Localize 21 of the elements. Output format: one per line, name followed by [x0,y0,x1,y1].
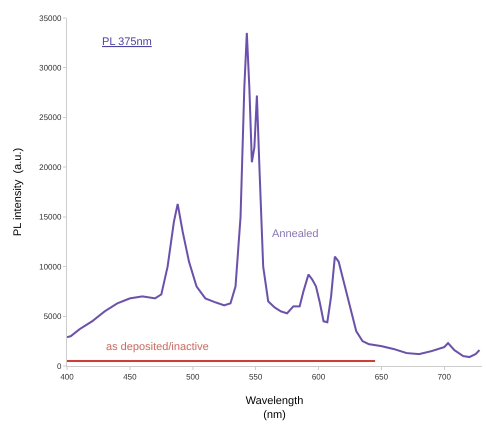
y-tick-label: 20000 [39,162,62,172]
x-tick-label: 500 [186,372,200,382]
annotation: Annealed [272,228,318,240]
x-tick-label: 400 [60,372,74,382]
annotation: as deposited/inactive [106,341,209,353]
x-tick-label: 550 [248,372,263,382]
x-tick-label: 600 [312,372,326,382]
line-series [67,32,480,358]
y-tick-label: 15000 [39,212,62,222]
annotation: PL 375nm [102,36,152,48]
y-tick-label: 5000 [44,312,62,322]
y-tick-label: 10000 [39,262,62,272]
x-tick-label: 450 [123,372,138,382]
y-tick-label: 0 [56,362,62,371]
y-tick-label: 35000 [39,14,62,23]
x-axis-title: Wavelength (nm) [246,394,304,422]
x-tick-label: 650 [374,372,389,382]
y-axis-title: PL intensity (a.u.) [12,148,24,236]
y-tick-label: 30000 [39,64,62,73]
x-tick-label: 700 [438,372,452,382]
y-tick-label: 25000 [39,113,62,122]
